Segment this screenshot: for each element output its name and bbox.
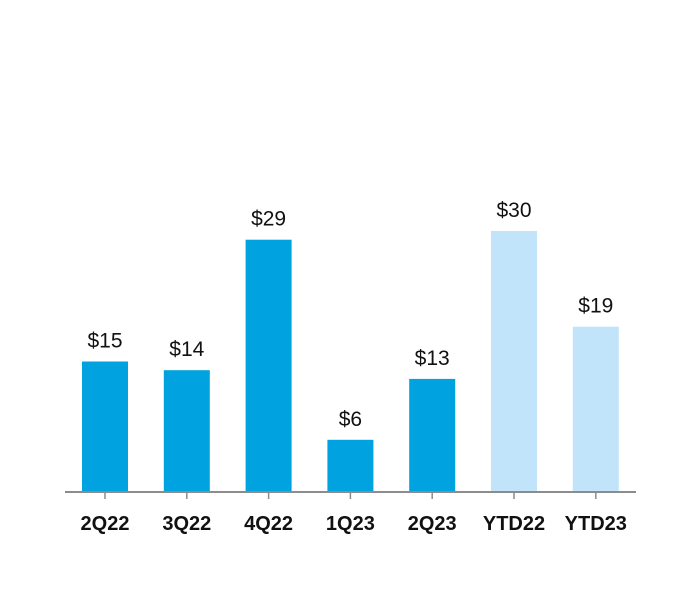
value-label-ytd22: $30 bbox=[496, 199, 531, 222]
value-labels-group: $15 $14 $29 $6 $13 $30 $19 bbox=[87, 199, 613, 431]
category-label-2q22: 2Q22 bbox=[81, 513, 130, 535]
category-label-1q23: 1Q23 bbox=[326, 513, 375, 535]
value-label-3q22: $14 bbox=[169, 338, 204, 361]
bar-4q22 bbox=[245, 239, 292, 492]
category-label-4q22: 4Q22 bbox=[244, 513, 293, 535]
category-label-ytd22: YTD22 bbox=[483, 513, 545, 535]
x-axis-ticks-group bbox=[104, 492, 597, 499]
bar-2q22 bbox=[82, 361, 128, 492]
value-label-2q23: $13 bbox=[415, 347, 450, 370]
bars-group bbox=[82, 231, 619, 492]
bar-1q23 bbox=[327, 439, 374, 492]
bar-ytd22 bbox=[491, 231, 537, 492]
bar-ytd23 bbox=[572, 326, 619, 492]
bar-2q23 bbox=[409, 378, 456, 492]
value-label-1q23: $6 bbox=[339, 408, 362, 431]
category-label-ytd23: YTD23 bbox=[565, 513, 627, 535]
value-label-4q22: $29 bbox=[251, 208, 286, 231]
category-labels-group: 2Q22 3Q22 4Q22 1Q23 2Q23 YTD22 YTD23 bbox=[81, 513, 627, 535]
value-label-2q22: $15 bbox=[87, 330, 122, 353]
bar-3q22 bbox=[163, 370, 210, 492]
value-label-ytd23: $19 bbox=[578, 295, 613, 318]
category-label-3q22: 3Q22 bbox=[162, 513, 211, 535]
category-label-2q23: 2Q23 bbox=[408, 513, 457, 535]
